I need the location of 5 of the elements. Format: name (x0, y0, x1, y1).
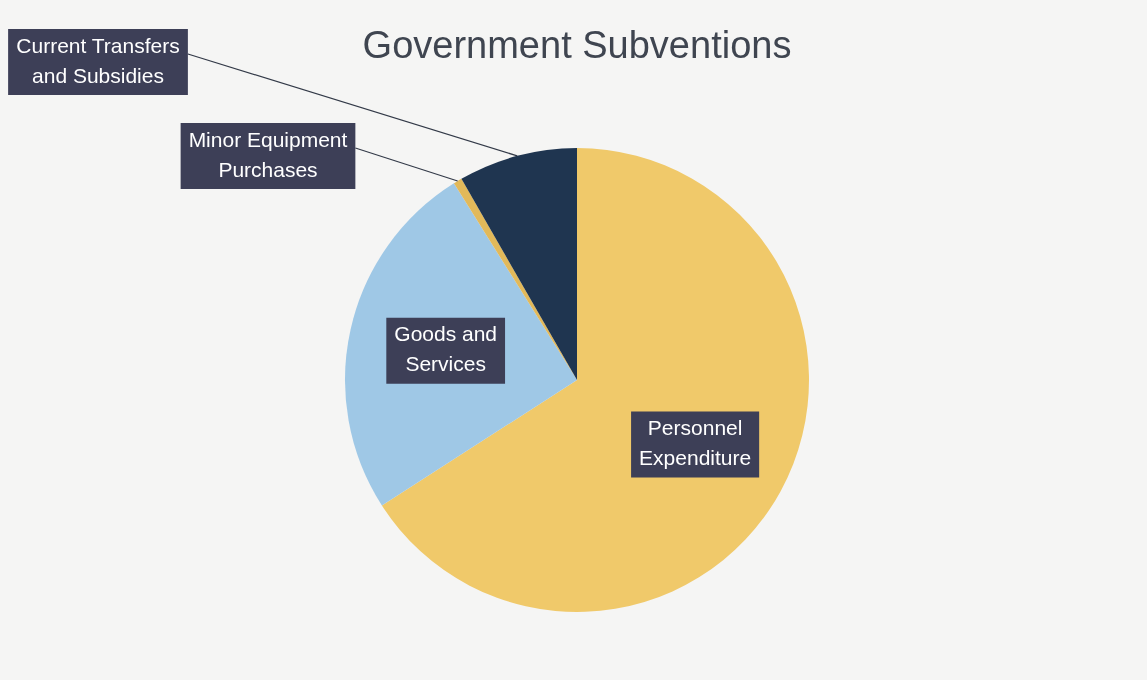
slice-label: Goods and Services (394, 322, 498, 376)
slice-label: Personnel Expenditure (639, 416, 752, 470)
slice-label: Current Transfers and Subsidies (16, 33, 180, 87)
chart-title: Government Subventions (362, 24, 792, 67)
slice-label: Minor Equipment Purchases (188, 127, 348, 181)
